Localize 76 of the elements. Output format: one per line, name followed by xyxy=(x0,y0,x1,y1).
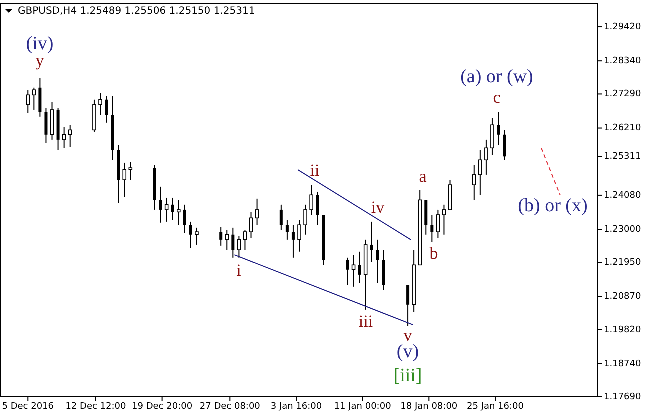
annotation: (b) or (x) xyxy=(518,195,588,216)
candlestick xyxy=(316,191,320,226)
candlestick xyxy=(249,212,254,239)
candlestick xyxy=(406,284,410,327)
candlestick xyxy=(255,198,260,226)
candlestick xyxy=(62,126,66,149)
candlestick xyxy=(442,204,446,236)
x-tick-label: 5 Dec 2016 xyxy=(2,402,54,412)
annotation: ii xyxy=(310,160,320,180)
candlestick xyxy=(352,254,356,288)
y-tick-label: 1.25311 xyxy=(604,152,642,162)
candlestick xyxy=(243,230,248,251)
y-tick-label: 1.18740 xyxy=(604,359,642,370)
annotation: iv xyxy=(371,198,386,217)
candlestick xyxy=(304,204,308,236)
candlestick xyxy=(358,251,362,284)
candlestick xyxy=(176,200,181,226)
candlestick xyxy=(237,236,242,258)
candlestick xyxy=(68,124,72,148)
candlestick xyxy=(225,230,230,251)
candlestick xyxy=(44,108,48,144)
x-tick-label: 12 Dec 12:00 xyxy=(66,402,127,412)
candlestick xyxy=(503,130,506,161)
x-tick-label: 25 Jan 16:00 xyxy=(466,402,524,412)
annotation: [iii] xyxy=(394,365,422,386)
candlestick xyxy=(490,118,494,156)
y-tick-label: 1.23000 xyxy=(604,224,642,235)
candlestick xyxy=(232,227,235,258)
chart-title: GBPUSD,H4 1.25489 1.25506 1.25150 1.25311 xyxy=(18,6,256,17)
candlestick xyxy=(472,164,476,201)
y-tick-label: 1.21950 xyxy=(604,258,642,268)
candlestick xyxy=(370,221,374,263)
y-tick-label: 1.17690 xyxy=(604,392,642,402)
x-tick-label: 18 Jan 08:00 xyxy=(400,402,458,412)
candlestick xyxy=(189,221,192,249)
y-tick-label: 1.28340 xyxy=(604,56,642,67)
y-tick-label: 1.29420 xyxy=(604,22,642,32)
y-tick-label: 1.24080 xyxy=(604,190,642,201)
annotation: a xyxy=(419,166,428,186)
candlestick xyxy=(164,197,169,222)
candlestick xyxy=(430,214,434,243)
y-tick-label: 1.20870 xyxy=(604,292,642,302)
y-tick-label: 1.19820 xyxy=(604,325,642,336)
y-tick-label: 1.27290 xyxy=(604,90,642,100)
candlestick xyxy=(286,220,289,240)
x-tick-label: 27 Dec 08:00 xyxy=(200,402,261,412)
candlestick xyxy=(376,239,380,284)
candlestick xyxy=(122,162,127,198)
x-tick-label: 3 Jan 16:00 xyxy=(270,402,322,412)
candlestick xyxy=(32,87,36,110)
candlestick xyxy=(436,209,440,239)
x-tick-label: 11 Jan 00:00 xyxy=(334,402,392,412)
candlestick xyxy=(128,162,133,180)
annotation: i xyxy=(236,260,242,280)
candlestick xyxy=(310,184,314,216)
annotation: b xyxy=(430,244,438,263)
candlestick xyxy=(183,204,186,234)
candlestick xyxy=(280,204,283,231)
candlestick xyxy=(195,227,199,246)
candlestick xyxy=(105,96,108,124)
candlestick xyxy=(98,92,102,116)
candlestick xyxy=(171,197,174,221)
candlestick xyxy=(26,90,30,114)
candlestick xyxy=(159,186,162,224)
candlestick xyxy=(298,220,302,252)
annotation: (a) or (w) xyxy=(460,66,534,88)
x-tick-label: 19 Dec 20:00 xyxy=(132,402,193,412)
candlestick xyxy=(220,226,223,246)
annotation: c xyxy=(493,88,502,107)
candlestick xyxy=(478,150,482,196)
candlestick xyxy=(346,257,350,286)
candlestick xyxy=(292,224,295,258)
candlestick xyxy=(497,112,500,146)
y-tick-label: 1.26210 xyxy=(604,124,642,134)
candlestick xyxy=(484,139,488,176)
annotation: iii xyxy=(358,312,374,331)
